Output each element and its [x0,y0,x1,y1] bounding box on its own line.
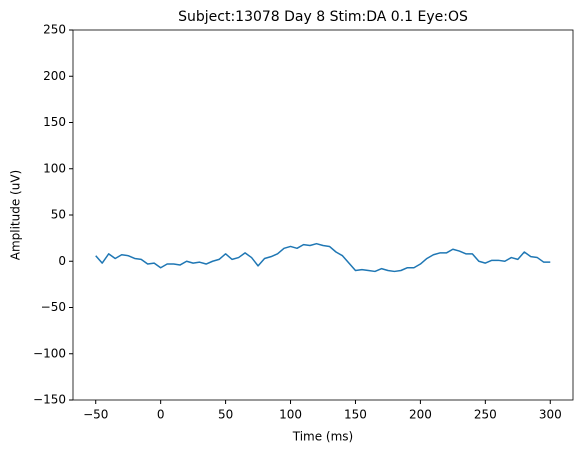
y-tick-label: 250 [43,23,66,37]
x-tick-label: 200 [409,408,432,422]
y-tick-label: 150 [43,115,66,129]
x-tick-label: 0 [157,408,165,422]
y-tick-label: −150 [33,393,66,407]
y-tick-label: 100 [43,161,66,175]
y-tick-label: −50 [41,300,66,314]
x-tick-label: 50 [218,408,233,422]
x-tick-label: 150 [344,408,367,422]
y-tick-label: 50 [51,208,66,222]
plot-frame [72,29,574,401]
x-axis-label: Time (ms) [292,430,354,444]
data-line [95,242,551,273]
y-axis-label: Amplitude (uV) [9,170,23,261]
y-tick-label: −100 [33,346,66,360]
x-tick-label: −50 [83,408,108,422]
x-tick-label: 250 [474,408,497,422]
y-tick-label: 0 [58,254,66,268]
x-tick-label: 300 [539,408,562,422]
y-tick-label: 200 [43,69,66,83]
chart-title: Subject:13078 Day 8 Stim:DA 0.1 Eye:OS [178,9,468,25]
x-tick-label: 100 [279,408,302,422]
